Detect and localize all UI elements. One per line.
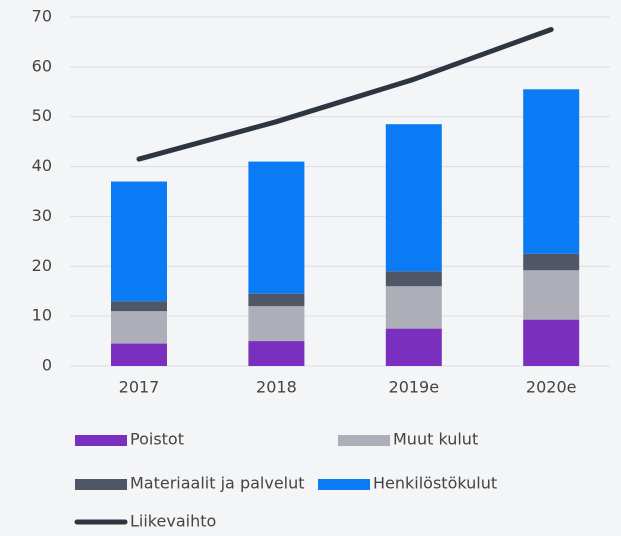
line [136, 26, 554, 162]
legend-label: Materiaalit ja palvelut [130, 474, 305, 493]
legend-swatch [75, 479, 127, 490]
y-tick-label: 0 [42, 356, 52, 375]
legend-label: Henkilöstökulut [373, 474, 497, 493]
bar-segment [385, 328, 442, 366]
bar-segment [111, 311, 167, 344]
bar-segment [385, 286, 442, 329]
bar-segment [111, 181, 167, 302]
legend-label: Poistot [130, 430, 184, 449]
y-tick-label: 40 [32, 156, 52, 175]
x-tick-label: 2017 [119, 378, 160, 397]
bar-segment [111, 343, 167, 366]
bar-segment [523, 319, 580, 366]
legend-swatch [338, 435, 390, 446]
bar-segment [248, 293, 305, 307]
legend-label: Muut kulut [393, 430, 478, 449]
bar-segment [523, 253, 580, 271]
x-tick-label: 2020e [526, 378, 577, 397]
legend-swatch [318, 479, 370, 490]
bar-segment [523, 270, 580, 320]
y-tick-label: 50 [32, 106, 52, 125]
y-tick-label: 10 [32, 306, 52, 325]
y-tick-label: 70 [32, 7, 52, 26]
bar-segment [248, 161, 305, 294]
y-tick-label: 60 [32, 56, 52, 75]
x-tick-label: 2019e [389, 378, 440, 397]
x-tick-label: 2018 [256, 378, 297, 397]
legend-label: Liikevaihto [130, 512, 216, 531]
bar-segment [523, 89, 580, 254]
y-tick-label: 20 [32, 256, 52, 275]
legend-swatch [75, 435, 127, 446]
bar-segment [385, 124, 442, 272]
bar-segment [385, 271, 442, 287]
bar-segment [248, 306, 305, 342]
bar-segment [248, 341, 305, 366]
y-tick-label: 30 [32, 206, 52, 225]
bar-segment [111, 301, 167, 312]
